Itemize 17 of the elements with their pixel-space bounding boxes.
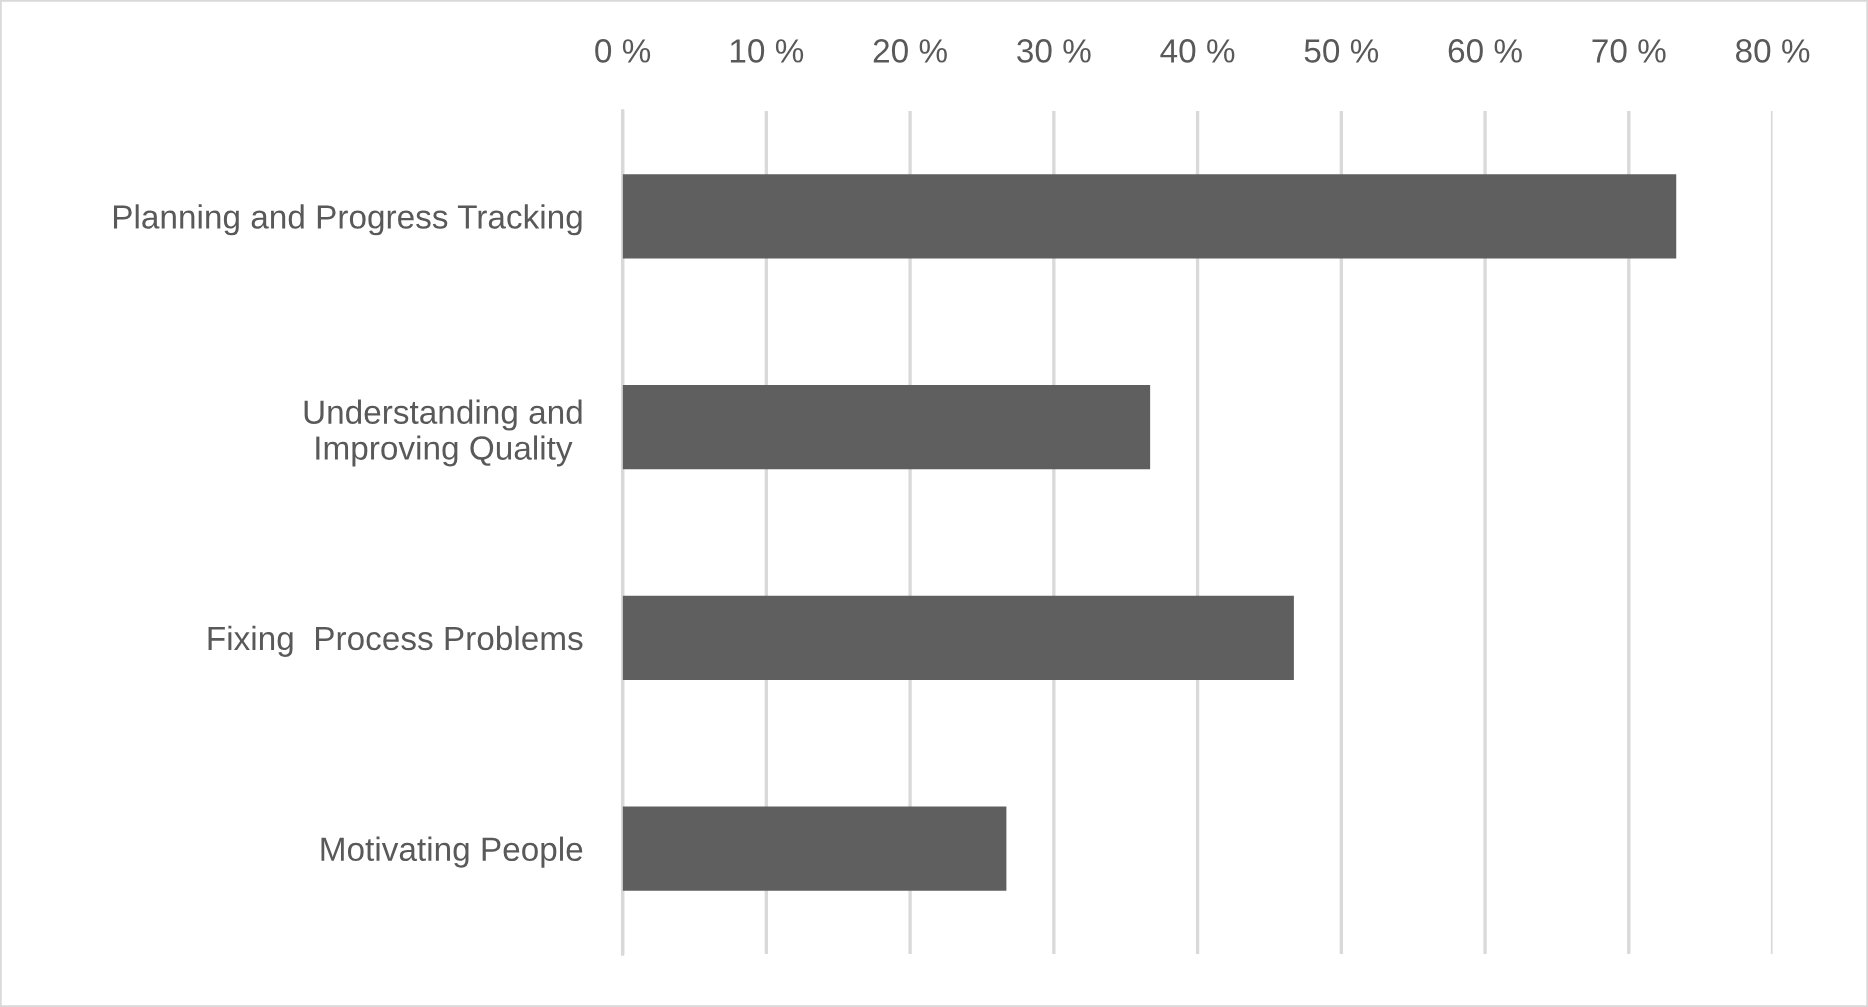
x-tick-label: 10 %: [730, 39, 804, 63]
y-tick-label: Planning and Progress Tracking: [113, 204, 582, 236]
bar: [622, 384, 1151, 470]
x-tick-label: 30 %: [1017, 39, 1091, 63]
x-tick-label: 40 %: [1160, 39, 1235, 63]
x-tick-label: 0 %: [595, 39, 651, 63]
x-tick-label: 80 %: [1736, 39, 1810, 63]
bar: [622, 806, 1007, 891]
x-tick-label: 20 %: [873, 39, 947, 63]
x-tick-label: 60 %: [1448, 39, 1522, 63]
bar: [622, 595, 1294, 681]
bar: [622, 174, 1677, 259]
y-tick-label: Motivating People: [321, 836, 583, 868]
x-tick-label: 70 %: [1592, 39, 1666, 63]
x-tick-label: 50 %: [1304, 39, 1379, 63]
y-tick-label: Understanding and Improving Quality: [304, 399, 582, 467]
y-tick-label: Fixing Process Problems: [208, 625, 583, 657]
